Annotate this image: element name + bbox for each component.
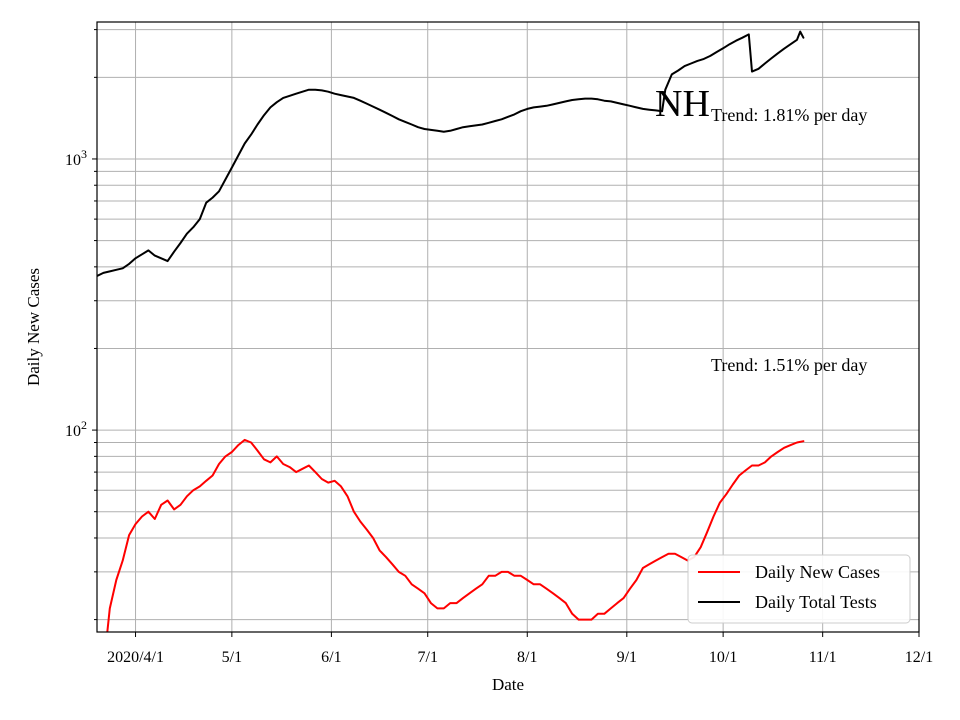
legend-label-cases: Daily New Cases — [755, 562, 880, 582]
series-daily-new-cases-line — [106, 438, 805, 632]
grid — [97, 22, 920, 632]
x-tick-label: 8/1 — [517, 649, 537, 666]
state-label: NH — [655, 83, 710, 125]
x-axis-label: Date — [492, 675, 524, 694]
x-tick-label: 5/1 — [222, 649, 242, 666]
x-tick-label: 9/1 — [617, 649, 637, 666]
x-tick-label: 12/1 — [905, 649, 933, 666]
x-tick-label: 6/1 — [321, 649, 341, 666]
legend: Daily New Cases Daily Total Tests — [687, 554, 911, 624]
series-daily-total-tests-line — [97, 30, 805, 277]
y-tick-label: 103 — [65, 147, 87, 169]
axis-ticks: 2020/4/1 5/1 6/1 7/1 8/1 9/1 10/1 11/1 12/1 102 10… — [65, 29, 933, 666]
series-lines — [97, 30, 805, 632]
x-tick-label: 11/1 — [809, 649, 837, 666]
x-tick-label: 2020/4/1 — [107, 649, 164, 666]
trend-annotation-tests: Trend: 1.81% per day — [711, 105, 867, 125]
y-tick-label: 102 — [65, 418, 87, 440]
y-axis-label: Daily New Cases — [24, 268, 43, 386]
legend-box — [687, 554, 911, 624]
plot-frame — [96, 21, 920, 633]
x-tick-label: 10/1 — [709, 649, 737, 666]
legend-label-tests: Daily Total Tests — [755, 592, 877, 612]
x-tick-label: 7/1 — [418, 649, 438, 666]
trend-annotation-cases: Trend: 1.51% per day — [711, 355, 867, 375]
